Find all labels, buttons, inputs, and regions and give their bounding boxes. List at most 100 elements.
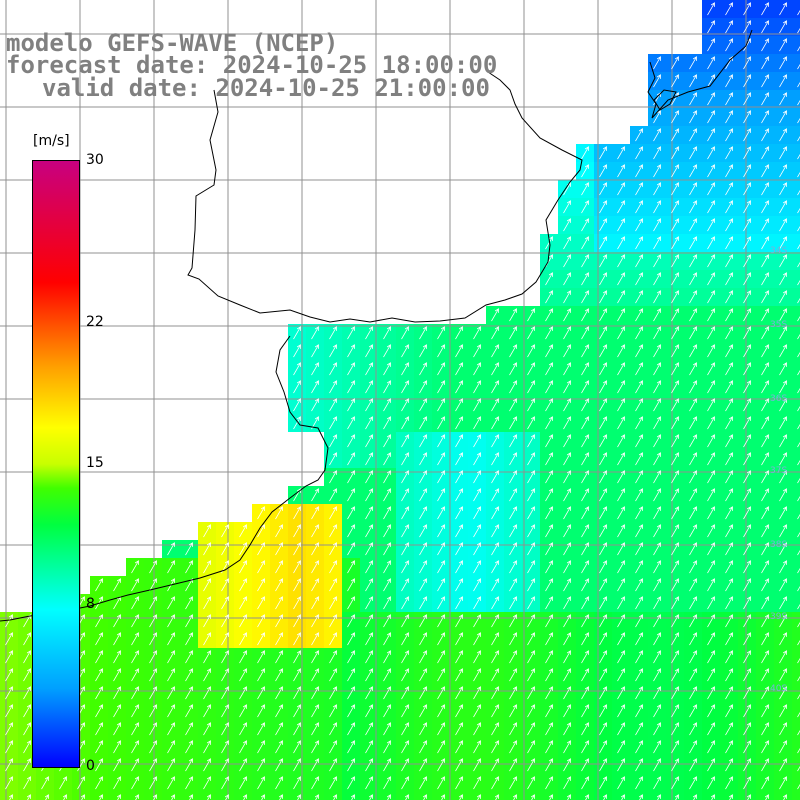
- wind-arrow: [170, 794, 175, 800]
- wind-arrow: [725, 740, 733, 754]
- wind-arrow: [707, 254, 715, 268]
- wind-arrow: [224, 794, 229, 800]
- wind-arrow: [671, 722, 679, 736]
- wind-speed-cell: [432, 792, 450, 800]
- wind-arrow: [779, 704, 787, 718]
- wind-arrow: [779, 92, 787, 106]
- wind-arrow: [635, 506, 643, 520]
- wind-speed-cell: [792, 720, 800, 738]
- wind-arrow: [581, 578, 589, 592]
- wind-arrow: [779, 542, 787, 556]
- wind-arrow: [689, 434, 697, 448]
- wind-arrow: [329, 668, 337, 682]
- wind-arrow: [779, 416, 787, 430]
- wind-arrow: [347, 326, 355, 340]
- wind-arrow: [401, 758, 409, 772]
- wind-arrow: [347, 632, 355, 646]
- wind-arrow: [329, 614, 337, 628]
- wind-arrow: [365, 542, 373, 556]
- wind-arrow: [167, 632, 175, 646]
- wind-arrow: [437, 326, 445, 340]
- wind-arrow: [311, 524, 319, 538]
- wind-arrow: [797, 585, 800, 592]
- wind-arrow: [635, 128, 643, 142]
- wind-speed-cell: [54, 792, 72, 800]
- wind-arrow: [581, 506, 589, 520]
- wind-arrow: [692, 794, 697, 800]
- wind-arrow: [365, 596, 373, 610]
- wind-arrow: [275, 650, 283, 664]
- wind-arrow: [743, 506, 751, 520]
- wind-arrow: [167, 722, 175, 736]
- wind-arrow: [743, 416, 751, 430]
- wind-speed-cell: [792, 774, 800, 792]
- wind-arrow: [95, 578, 103, 592]
- wind-arrow: [779, 488, 787, 502]
- wind-arrow: [455, 722, 463, 736]
- wind-speed-cell: [504, 792, 522, 800]
- wind-arrow: [311, 326, 319, 340]
- wind-arrow: [689, 182, 697, 196]
- wind-arrow: [419, 578, 427, 592]
- wind-arrow: [275, 668, 283, 682]
- wind-arrow: [689, 722, 697, 736]
- wind-arrow: [653, 308, 661, 322]
- wind-arrow: [707, 146, 715, 160]
- wind-arrow: [275, 740, 283, 754]
- wind-arrow: [581, 398, 589, 412]
- wind-arrow: [725, 92, 733, 106]
- wind-arrow: [437, 758, 445, 772]
- wind-arrow: [782, 794, 787, 800]
- wind-arrow: [491, 434, 499, 448]
- wind-arrow: [5, 668, 13, 682]
- wind-arrow: [95, 650, 103, 664]
- wind-arrow: [635, 164, 643, 178]
- wind-arrow: [761, 776, 769, 790]
- wind-arrow: [725, 668, 733, 682]
- wind-arrow: [764, 794, 769, 800]
- wind-arrow: [671, 164, 679, 178]
- wind-arrow: [455, 650, 463, 664]
- wind-arrow: [581, 434, 589, 448]
- wind-arrow: [779, 218, 787, 232]
- wind-arrow: [617, 218, 625, 232]
- wind-arrow: [401, 560, 409, 574]
- wind-arrow: [185, 542, 193, 556]
- wind-arrow: [185, 704, 193, 718]
- wind-arrow: [455, 542, 463, 556]
- wind-arrow: [635, 524, 643, 538]
- wind-arrow: [257, 524, 265, 538]
- wind-arrow: [725, 560, 733, 574]
- wind-arrow: [491, 344, 499, 358]
- wind-arrow: [455, 668, 463, 682]
- wind-arrow: [95, 722, 103, 736]
- wind-arrow: [491, 488, 499, 502]
- wind-arrow: [527, 542, 535, 556]
- wind-arrow: [563, 686, 571, 700]
- wind-arrow: [743, 542, 751, 556]
- wind-arrow: [545, 704, 553, 718]
- wind-arrow: [779, 164, 787, 178]
- wind-arrow: [707, 218, 715, 232]
- wind-arrow: [491, 470, 499, 484]
- wind-arrow: [401, 344, 409, 358]
- wind-arrow: [635, 704, 643, 718]
- wind-arrow: [257, 776, 265, 790]
- wind-arrow: [491, 776, 499, 790]
- wind-arrow: [779, 506, 787, 520]
- wind-arrow: [365, 686, 373, 700]
- wind-arrow: [689, 362, 697, 376]
- wind-arrow: [293, 326, 301, 340]
- wind-speed-cell: [792, 540, 800, 558]
- wind-arrow: [635, 758, 643, 772]
- wind-arrow: [188, 794, 193, 800]
- wind-arrow: [797, 135, 800, 142]
- wind-speed-cell: [306, 792, 324, 800]
- wind-arrow: [671, 254, 679, 268]
- wind-arrow: [689, 326, 697, 340]
- wind-arrow: [653, 164, 661, 178]
- wind-arrow: [761, 398, 769, 412]
- forecast-date: forecast date: 2024-10-25 18:00:00: [6, 51, 498, 79]
- wind-arrow: [59, 776, 67, 790]
- wind-arrow: [689, 272, 697, 286]
